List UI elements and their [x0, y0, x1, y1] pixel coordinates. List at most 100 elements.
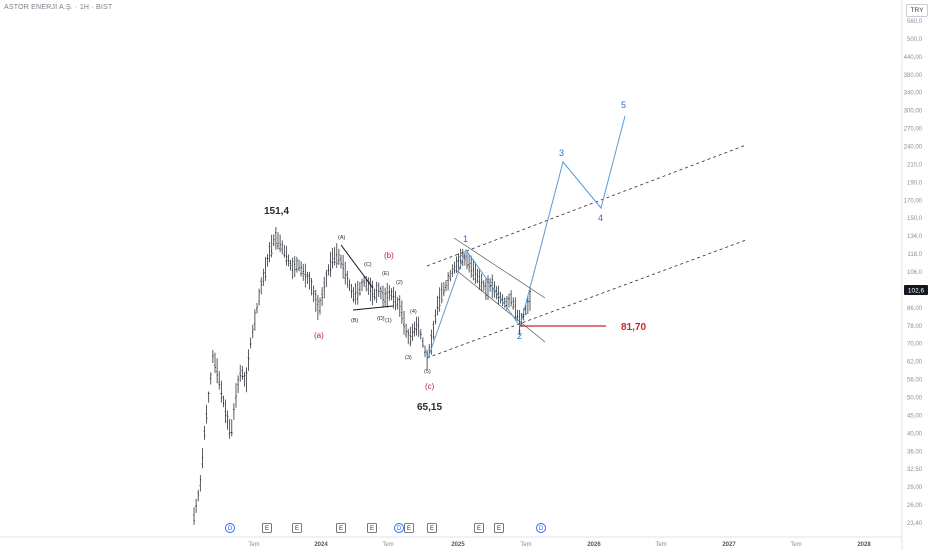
candle: [329, 251, 332, 277]
wave-label-1-minor: (1): [385, 318, 392, 324]
candle: [384, 287, 386, 307]
svg-text:D: D: [397, 526, 402, 532]
svg-text:E: E: [265, 526, 269, 532]
candle: [388, 285, 391, 301]
candle: [235, 383, 237, 408]
earnings-marker[interactable]: E: [292, 523, 302, 533]
channel-upper-line: [426, 144, 747, 267]
time-tick-label: Tem: [790, 542, 801, 548]
price-tick-label: 23,40: [907, 521, 923, 527]
price-tick-label: 32,50: [907, 467, 923, 473]
candle: [340, 254, 342, 269]
dividend-marker[interactable]: D: [394, 523, 404, 533]
price-tick-label: 270,00: [904, 127, 923, 133]
candle: [432, 320, 435, 340]
price-tick-label: 150,0: [907, 216, 923, 222]
earnings-marker[interactable]: E: [367, 523, 377, 533]
svg-text:E: E: [339, 526, 343, 532]
candle: [266, 253, 269, 267]
candle: [268, 242, 271, 263]
candle: [237, 375, 239, 394]
price-tick-label: 380,00: [904, 73, 923, 79]
candle: [199, 475, 202, 492]
candle: [373, 288, 376, 301]
candle: [207, 391, 210, 403]
candle: [195, 498, 197, 513]
svg-text:E: E: [407, 526, 411, 532]
candle: [394, 290, 397, 311]
earnings-marker[interactable]: E: [427, 523, 437, 533]
level-label-low: 65,15: [417, 402, 442, 413]
time-tick-label: 2027: [722, 542, 736, 548]
time-tick-label: Tem: [520, 542, 531, 548]
candle: [380, 286, 382, 300]
price-tick-label: 106,0: [907, 270, 923, 276]
candle: [361, 278, 363, 292]
svg-text:E: E: [430, 526, 434, 532]
channel-lower-line: [426, 239, 747, 359]
candle: [449, 269, 452, 282]
price-tick-label: 300,00: [904, 109, 923, 115]
earnings-marker[interactable]: E: [404, 523, 414, 533]
earnings-marker[interactable]: E: [336, 523, 346, 533]
candlestick-series: [193, 226, 531, 526]
wave-label-3-minor: (3): [405, 355, 412, 361]
price-tick-label: 190,0: [907, 180, 923, 186]
price-tick-label: 26,00: [907, 503, 923, 509]
candle: [443, 282, 445, 297]
currency-badge[interactable]: TRY: [906, 4, 928, 17]
candle: [516, 309, 519, 321]
candle: [321, 287, 323, 306]
svg-text:D: D: [539, 526, 544, 532]
earnings-marker[interactable]: E: [474, 523, 484, 533]
candle: [415, 316, 418, 336]
candle: [451, 264, 454, 277]
price-tick-label: 40,00: [907, 431, 923, 437]
candle: [296, 256, 298, 273]
candle: [518, 310, 521, 336]
candle: [417, 316, 420, 337]
wave-label-4-minor: (4): [410, 309, 417, 315]
price-tick-label: 36,00: [907, 449, 923, 455]
time-tick-label: Tem: [655, 542, 666, 548]
candle: [510, 290, 512, 307]
candle: [489, 278, 491, 292]
wave-label-b: (b): [384, 251, 394, 260]
candle: [359, 281, 361, 296]
elliott-projection-path: [427, 115, 626, 359]
time-axis: Tem 2024 Tem 2025 Tem 2026 Tem 2027 Tem 2028: [248, 542, 871, 548]
time-tick-label: 2024: [314, 542, 328, 548]
dividend-marker[interactable]: D: [536, 523, 546, 533]
svg-text:D: D: [228, 526, 233, 532]
candle: [447, 272, 449, 291]
candle: [403, 310, 405, 335]
candle: [409, 326, 412, 347]
earnings-marker[interactable]: E: [494, 523, 504, 533]
candle: [306, 271, 309, 284]
candle: [222, 395, 225, 408]
candle: [436, 295, 439, 316]
svg-text:E: E: [497, 526, 501, 532]
candle: [317, 294, 319, 321]
time-tick-label: 2025: [451, 542, 465, 548]
price-tick-label: 45,00: [907, 413, 923, 419]
candle: [338, 248, 340, 265]
candle: [386, 283, 389, 308]
candle: [308, 271, 311, 290]
dividend-marker[interactable]: D: [225, 523, 235, 533]
candle: [527, 295, 529, 314]
price-tick-label: 50,00: [907, 396, 923, 402]
level-label-high: 151,4: [264, 206, 289, 217]
candle: [382, 285, 384, 308]
candle: [514, 297, 517, 321]
candle: [390, 288, 393, 301]
candle: [312, 285, 315, 303]
time-tick-label: 2026: [587, 542, 601, 548]
candle: [470, 255, 473, 278]
candle: [419, 329, 422, 340]
candle: [193, 507, 195, 526]
earnings-marker[interactable]: E: [262, 523, 272, 533]
candle: [256, 303, 258, 314]
